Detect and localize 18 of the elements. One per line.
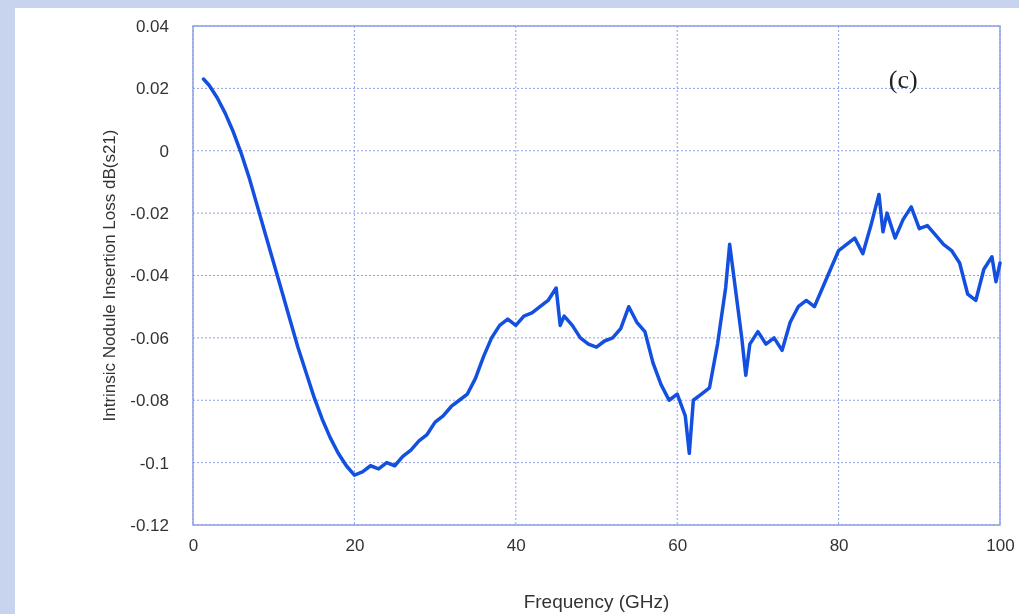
y-tick-label: -0.12 xyxy=(130,515,169,535)
y-tick-label: -0.04 xyxy=(130,266,169,286)
y-axis-title: Intrinsic Nodule Insertion Loss dB(s21) xyxy=(100,129,119,422)
y-tick-label: -0.02 xyxy=(130,204,169,224)
y-tick-label: 0.04 xyxy=(135,16,169,36)
x-tick-label: 20 xyxy=(345,536,365,556)
y-tick-label: -0.1 xyxy=(139,453,169,473)
annotation: (c) xyxy=(888,65,918,94)
y-tick-label: 0.02 xyxy=(135,79,169,99)
x-axis-title: Frequency (GHz) xyxy=(523,591,670,612)
y-tick-label: -0.08 xyxy=(130,391,169,411)
x-tick-label: 60 xyxy=(668,536,688,556)
x-tick-label: 40 xyxy=(506,536,526,556)
x-tick-label: 100 xyxy=(986,536,1015,556)
x-tick-label: 0 xyxy=(188,536,199,556)
y-tick-label: -0.06 xyxy=(130,328,169,348)
y-tick-label: 0 xyxy=(159,141,169,161)
x-tick-label: 80 xyxy=(829,536,849,556)
